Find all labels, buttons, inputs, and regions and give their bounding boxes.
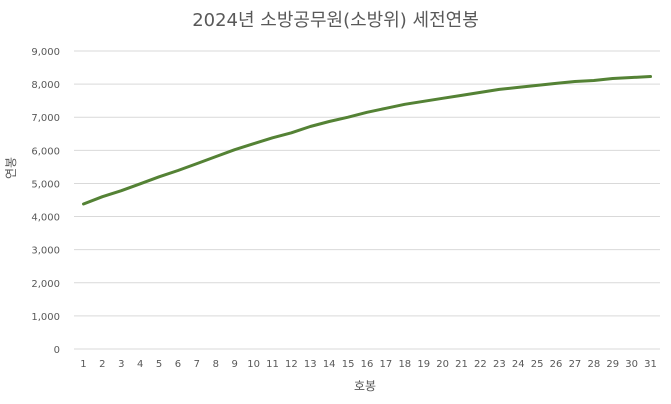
x-tick-label: 13	[304, 359, 317, 370]
x-tick-label: 26	[550, 359, 563, 370]
x-tick-label: 24	[512, 359, 525, 370]
x-tick-label: 2	[99, 359, 105, 370]
x-axis-ticks: 1 2 3 4 5 6 7 8 9 10 11 12 13 14 15 16 17 18 19 20 21 22 23 24 2…	[80, 359, 657, 370]
x-tick-label: 23	[493, 359, 506, 370]
x-tick-label: 18	[398, 359, 411, 370]
y-tick-label: 1,000	[31, 312, 60, 323]
x-tick-label: 31	[644, 359, 657, 370]
y-tick-label: 4,000	[31, 213, 60, 224]
series-group	[82, 75, 652, 206]
y-tick-label: 0	[54, 345, 60, 356]
x-tick-label: 20	[436, 359, 449, 370]
x-tick-label: 11	[266, 359, 279, 370]
x-tick-label: 5	[156, 359, 162, 370]
x-axis-label: 호봉	[353, 379, 377, 393]
x-tick-label: 16	[361, 359, 374, 370]
gridlines	[74, 50, 660, 350]
y-axis-ticks: 0 1,000 2,000 3,000 4,000 5,000 6,000 7,000 8,00…	[31, 47, 60, 356]
x-tick-label: 28	[587, 359, 600, 370]
y-tick-label: 6,000	[31, 146, 60, 157]
x-tick-label: 19	[417, 359, 430, 370]
x-tick-label: 27	[569, 359, 582, 370]
x-tick-label: 14	[323, 359, 336, 370]
x-tick-label: 22	[474, 359, 487, 370]
x-tick-label: 8	[213, 359, 219, 370]
x-tick-label: 6	[175, 359, 181, 370]
x-tick-label: 30	[625, 359, 638, 370]
chart-title: 2024년 소방공무원(소방위) 세전연봉	[192, 10, 479, 31]
y-tick-label: 8,000	[31, 80, 60, 91]
x-tick-label: 12	[285, 359, 298, 370]
x-tick-label: 9	[231, 359, 237, 370]
y-tick-label: 2,000	[31, 279, 60, 290]
y-axis-label: 연봉	[4, 156, 18, 180]
series-line	[82, 75, 652, 206]
y-tick-label: 7,000	[31, 113, 60, 124]
x-tick-label: 10	[247, 359, 260, 370]
x-tick-label: 7	[194, 359, 200, 370]
x-tick-label: 25	[531, 359, 544, 370]
y-tick-label: 3,000	[31, 246, 60, 257]
y-tick-label: 9,000	[31, 47, 60, 58]
x-tick-label: 1	[80, 359, 86, 370]
x-tick-label: 3	[118, 359, 124, 370]
x-tick-label: 4	[137, 359, 143, 370]
x-tick-label: 21	[455, 359, 468, 370]
x-tick-label: 17	[380, 359, 393, 370]
x-tick-label: 29	[606, 359, 619, 370]
x-tick-label: 15	[342, 359, 355, 370]
y-tick-label: 5,000	[31, 179, 60, 190]
